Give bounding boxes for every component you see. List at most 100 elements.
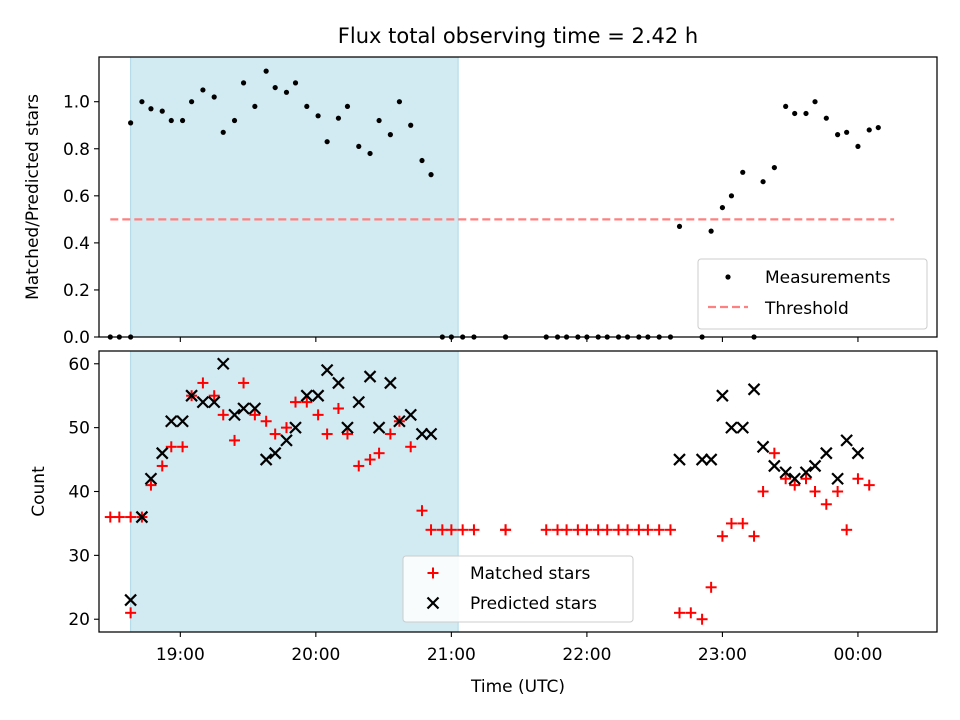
- matched-star-point: [832, 486, 844, 497]
- predicted-star-point: [289, 421, 302, 434]
- measurement-point: [855, 143, 861, 150]
- legend-matched-marker: [427, 567, 439, 579]
- measurement-point: [866, 127, 872, 133]
- measurement-point: [428, 172, 434, 178]
- y-tick-label: 0.2: [63, 281, 90, 301]
- matched-star-point: [768, 447, 780, 459]
- y-tick-label: 30: [68, 546, 90, 566]
- matched-star-point: [416, 505, 428, 517]
- matched-star-point: [540, 524, 552, 536]
- predicted-star-point: [228, 408, 241, 422]
- measurement-points-layer: [107, 68, 881, 340]
- predicted-star-point: [311, 389, 325, 402]
- measurement-point: [344, 103, 351, 110]
- predicted-star-point: [736, 421, 750, 434]
- measurement-point: [139, 99, 145, 105]
- count-legend-box: [402, 555, 634, 623]
- predicted-star-point: [799, 466, 813, 479]
- x-tick-label: 22:00: [562, 645, 611, 665]
- matched-star-point: [197, 377, 209, 389]
- predicted-star-point: [704, 453, 718, 466]
- matched-star-point: [696, 613, 708, 625]
- predicted-star-point: [341, 421, 354, 434]
- matched-star-point: [601, 524, 613, 536]
- x-tick-label: 19:00: [156, 645, 205, 665]
- measurement-point: [419, 157, 425, 164]
- measurement-point: [676, 223, 683, 230]
- measurement-point: [396, 99, 403, 105]
- measurement-point: [168, 117, 174, 124]
- ratio-axes-frame: [98, 56, 938, 338]
- legend-label-threshold: Threshold: [764, 299, 849, 319]
- matched-star-point: [280, 422, 292, 434]
- legend-plus-glyph: [427, 567, 439, 579]
- matched-star-point: [780, 473, 792, 485]
- matched-star-point: [674, 607, 686, 619]
- ratio-panel: 0.0 0.2 0.4 0.6 0.8 1.0 Matched/Predicted sta…: [23, 56, 938, 348]
- measurement-point: [708, 228, 714, 234]
- predicted-star-point: [363, 370, 377, 383]
- predicted-star-point: [155, 446, 169, 460]
- matched-star-point: [716, 530, 728, 542]
- measurement-point: [835, 132, 841, 138]
- matched-star-point: [457, 524, 469, 536]
- predicted-star-point: [779, 466, 792, 479]
- matched-star-point: [384, 428, 396, 440]
- measurement-point: [812, 99, 818, 105]
- matched-star-point: [622, 524, 634, 536]
- predicted-star-point: [124, 593, 137, 607]
- predicted-star-point: [756, 440, 770, 454]
- ratio-y-ticks: 0.0 0.2 0.4 0.6 0.8 1.0: [63, 93, 99, 348]
- matched-star-point: [229, 434, 241, 446]
- predicted-star-point: [268, 446, 282, 460]
- legend-label-measurements: Measurements: [765, 268, 891, 288]
- matched-star-point: [809, 486, 821, 497]
- matched-star-point: [238, 377, 250, 389]
- matched-star-point: [321, 428, 333, 440]
- legend-predicted-marker: [426, 596, 440, 610]
- predicted-star-point: [216, 357, 230, 371]
- predicted-star-point: [196, 395, 210, 409]
- measurement-point: [803, 110, 809, 117]
- ratio-legend: Measurements Threshold: [697, 258, 928, 330]
- predicted-star-point: [831, 472, 844, 486]
- predicted-star-point: [424, 427, 438, 441]
- measurement-point: [719, 204, 726, 211]
- measurement-point: [376, 117, 382, 124]
- matched-star-point: [156, 460, 168, 472]
- matched-star-point: [217, 409, 229, 421]
- matched-star-point: [561, 524, 573, 536]
- y-tick-label: 0.4: [63, 234, 90, 254]
- predicted-star-point: [788, 472, 801, 486]
- chart-title: Flux total observing time = 2.42 h: [338, 24, 698, 48]
- predicted-star-point: [165, 414, 178, 428]
- measurement-point: [292, 80, 299, 86]
- matched-star-point: [341, 428, 353, 440]
- y-tick-label: 20: [68, 610, 90, 630]
- matched-star-point: [332, 402, 344, 414]
- predicted-star-point: [851, 446, 865, 460]
- y-tick-label: 1.0: [63, 93, 90, 113]
- measurement-point: [272, 84, 278, 91]
- matched-star-point: [841, 524, 853, 536]
- matched-star-point: [373, 447, 385, 459]
- measurement-point: [408, 122, 414, 128]
- predicted-star-point: [384, 376, 397, 390]
- matched-star-point: [125, 511, 137, 523]
- measurement-point: [304, 103, 310, 110]
- matched-star-point: [820, 498, 832, 510]
- measurement-point: [189, 99, 195, 105]
- y-tick-label: 0.0: [63, 328, 90, 348]
- matched-star-point: [301, 396, 313, 408]
- predicted-star-point: [725, 421, 738, 434]
- predicted-star-point: [352, 395, 366, 409]
- measurement-point: [315, 113, 321, 119]
- matched-star-point: [208, 390, 220, 402]
- matched-star-point: [468, 524, 480, 536]
- matched-star-point: [249, 409, 261, 421]
- matched-star-point: [113, 511, 125, 523]
- measurement-point: [283, 89, 290, 95]
- matched-star-point: [290, 396, 302, 408]
- measurement-point: [231, 117, 238, 124]
- matched-star-point: [581, 524, 593, 536]
